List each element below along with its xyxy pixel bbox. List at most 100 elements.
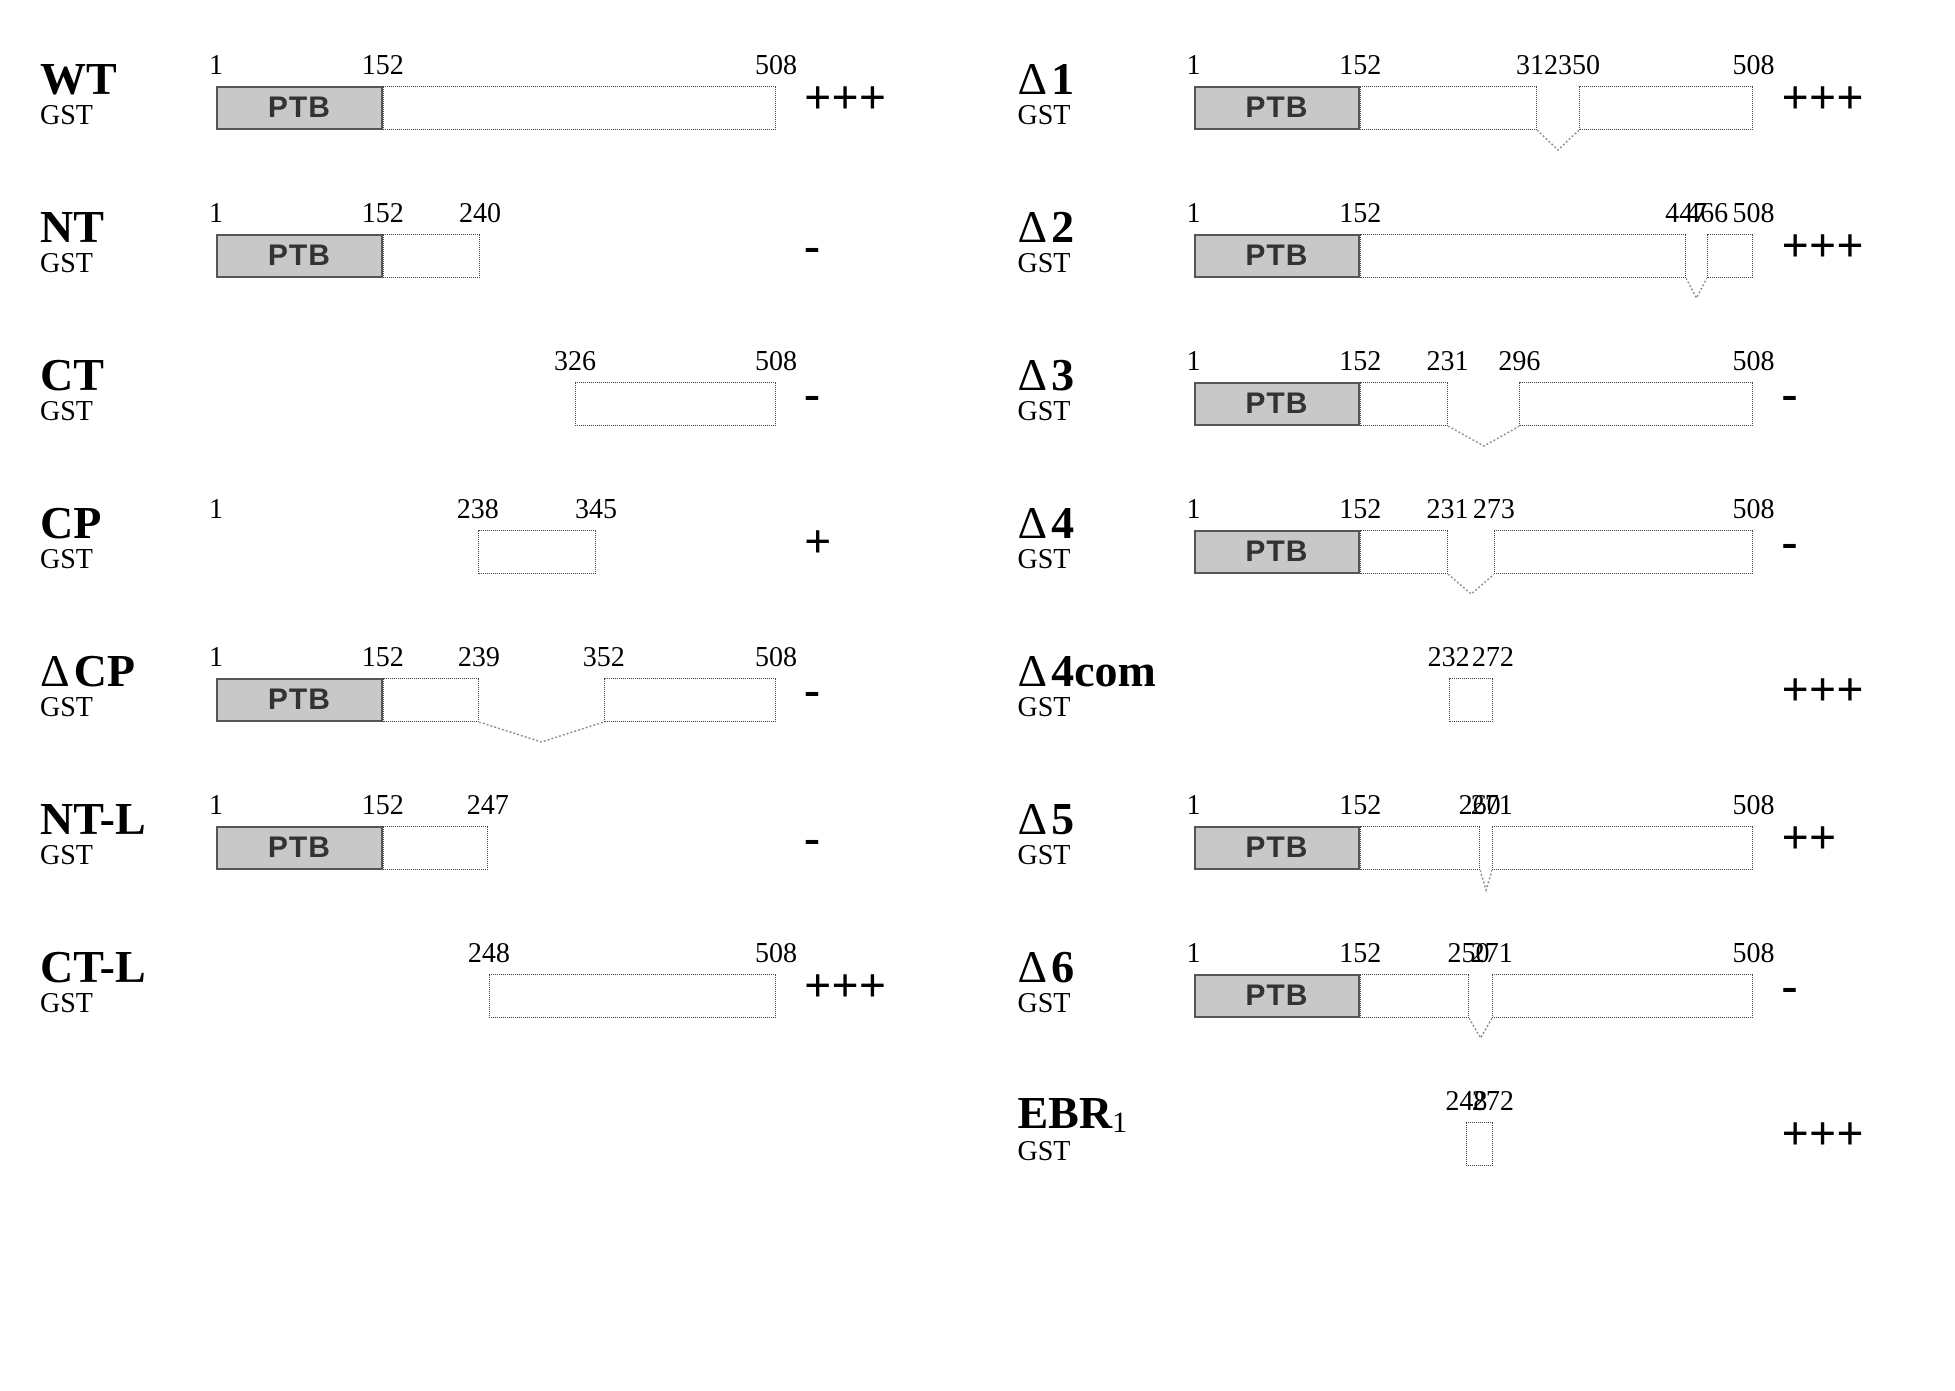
construct-row: EBR1GST248272+++ [1018,1076,1916,1166]
segment [604,678,776,722]
position-label: 1 [1187,198,1201,230]
construct-label: Δ 4comGST [1018,648,1194,722]
segment [1360,530,1447,574]
gst-tag: GST [1018,988,1071,1019]
position-label: 152 [362,50,404,82]
gst-tag: GST [1018,100,1071,131]
segment [1360,974,1468,1018]
segment [1360,382,1447,426]
position-label: 508 [1733,50,1775,82]
gst-tag: GST [1018,692,1071,723]
delta-symbol: Δ [40,645,70,696]
construct-row: WTGSTPTB1152508+++ [40,40,938,130]
ptb-domain: PTB [216,678,383,722]
ptb-domain: PTB [1194,234,1361,278]
construct-label: NT-LGST [40,796,216,870]
sequence-track: 248272 [1194,1076,1754,1166]
binding-score: - [804,344,820,418]
position-label: 248 [468,938,510,970]
position-label: 152 [362,642,404,674]
position-label: 152 [1339,790,1381,822]
delta-symbol: Δ [1018,793,1048,844]
construct-label: Δ 5GST [1018,796,1194,870]
construct-row: Δ 6GSTPTB1152250271508- [1018,928,1916,1018]
construct-row: Δ 2GSTPTB1152447466508+++ [1018,188,1916,278]
label-main: WT [40,53,117,104]
gst-tag: GST [40,544,93,575]
left-column: WTGSTPTB1152508+++NTGSTPTB1152240-CTGST3… [40,40,938,1166]
construct-row: Δ 5GSTPTB1152260271508++ [1018,780,1916,870]
position-label: 1 [209,198,223,230]
position-label: 296 [1498,346,1540,378]
construct-label: Δ 6GST [1018,944,1194,1018]
segment [575,382,776,426]
label-main: CP [40,497,101,548]
position-label: 1 [209,790,223,822]
position-label: 508 [1733,346,1775,378]
position-label: 240 [459,198,501,230]
construct-row: Δ 1GSTPTB1152312350508+++ [1018,40,1916,130]
gst-tag: GST [40,988,93,1019]
segment [489,974,776,1018]
segment [478,530,596,574]
construct-label: Δ 4GST [1018,500,1194,574]
binding-score: + [804,492,831,566]
gst-tag: GST [1018,248,1071,279]
label-main: 5 [1051,793,1074,844]
position-label: 152 [1339,346,1381,378]
segment [1449,678,1493,722]
position-label: 508 [755,50,797,82]
construct-row: CPGST 2383451 + [40,484,938,574]
segment [383,678,479,722]
sequence-track: PTB1152239352508 [216,632,776,722]
position-label: 238 [457,494,499,526]
position-label: 508 [755,642,797,674]
gst-tag: GST [1018,396,1071,427]
binding-score: +++ [1782,196,1864,270]
sequence-track: PTB1152312350508 [1194,40,1754,130]
segment [1360,86,1537,130]
ptb-domain: PTB [216,234,383,278]
delta-symbol: Δ [1018,349,1048,400]
segment [1707,234,1753,278]
position-label: 232 [1428,642,1470,674]
sequence-track: PTB1152247 [216,780,776,870]
deletion-marker [1686,278,1707,298]
segment [1466,1122,1493,1166]
binding-score: - [804,788,820,862]
right-column: Δ 1GSTPTB1152312350508+++Δ 2GSTPTB115244… [1018,40,1916,1166]
sequence-track: PTB1152508 [216,40,776,130]
position-label: 271 [1471,938,1513,970]
sequence-track: 232272 [1194,632,1754,722]
position-label: 1 [1187,50,1201,82]
position-label: 231 [1427,346,1469,378]
label-subscript: 1 [1112,1106,1127,1139]
construct-label: NTGST [40,204,216,278]
segment [1579,86,1754,130]
position-label: 352 [583,642,625,674]
gst-tag: GST [1018,544,1071,575]
sequence-track: 2383451 [216,484,776,574]
label-main: CT-L [40,941,146,992]
position-label: 152 [1339,50,1381,82]
position-label: 152 [1339,938,1381,970]
deletion-marker [1448,574,1494,594]
construct-row: CT-LGST248508+++ [40,928,938,1018]
label-main: 2 [1051,201,1074,252]
construct-label: CTGST [40,352,216,426]
sequence-track: PTB1152231296508 [1194,336,1754,426]
position-label: 312 [1516,50,1558,82]
label-main: CT [40,349,104,400]
delta-symbol: Δ [1018,201,1048,252]
position-label: 152 [362,198,404,230]
segment [1360,234,1686,278]
position-label: 326 [554,346,596,378]
position-label: 1 [1187,790,1201,822]
segment [1492,974,1754,1018]
construct-row: CTGST326508- [40,336,938,426]
gst-tag: GST [40,396,93,427]
construct-label: Δ CPGST [40,648,216,722]
position-label: 273 [1473,494,1515,526]
deletion-marker [1448,426,1520,446]
position-label: 271 [1471,790,1513,822]
